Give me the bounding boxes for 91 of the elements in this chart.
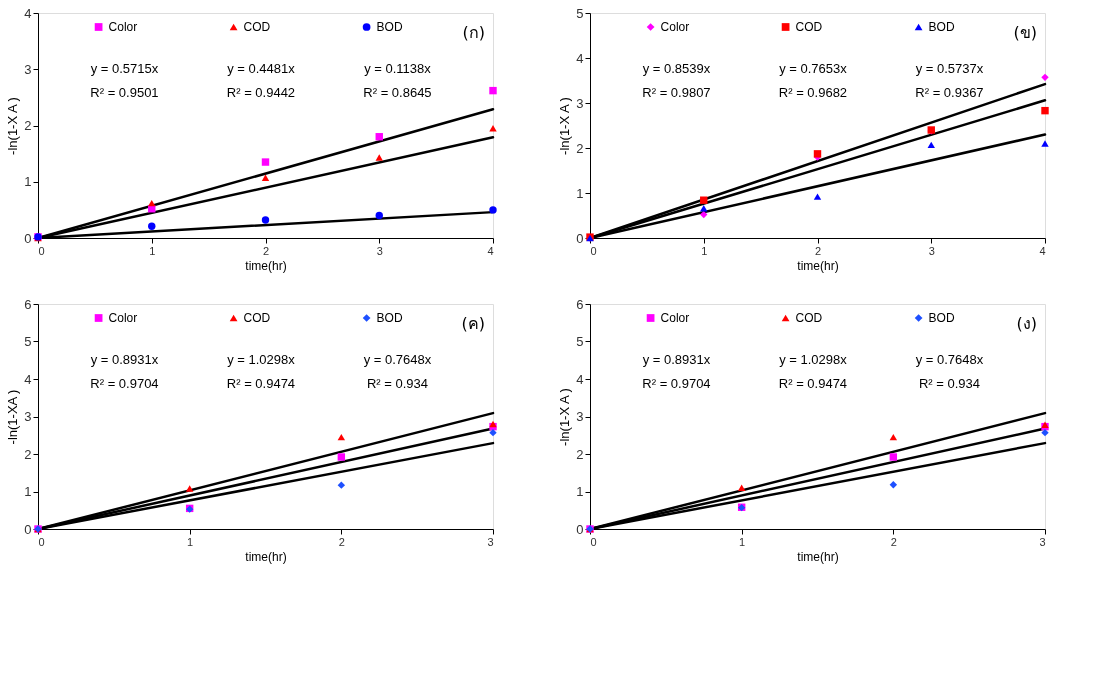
annotation: y = 0.7648x [363, 352, 432, 368]
y-tick-label: 3 [24, 409, 32, 424]
x-axis-title: time(hr) [797, 258, 839, 273]
y-tick-label: 5 [576, 5, 584, 21]
annotation: R² = 0.9474 [778, 376, 848, 392]
legend-label: COD [795, 311, 823, 325]
x-tick-label: 2 [890, 535, 897, 548]
annotation: y = 1.0298x [227, 352, 296, 368]
y-axis-title: -ln(1-X A ) [5, 97, 21, 155]
y-axis-title: -ln(1-XA ) [5, 389, 21, 445]
y-axis-title: -ln(1-X A ) [557, 388, 573, 446]
x-tick-label: 2 [262, 244, 270, 257]
y-tick-label: 4 [576, 371, 584, 387]
x-tick-label: 1 [149, 244, 156, 257]
annotation: R² = 0.9367 [915, 85, 984, 101]
x-tick-label: 4 [1039, 244, 1046, 257]
legend-label: Color [108, 20, 138, 34]
x-tick-label: 2 [814, 244, 822, 257]
y-tick-label: 0 [24, 230, 32, 246]
legend-label: Color [108, 311, 138, 325]
annotation: y = 0.7653x [779, 61, 848, 77]
x-tick-label: 0 [38, 535, 45, 548]
y-tick-label: 4 [576, 50, 584, 66]
x-tick-label: 0 [38, 244, 45, 257]
legend-label: BOD [928, 311, 955, 325]
legend-label: BOD [928, 20, 955, 34]
x-tick-label: 1 [739, 535, 746, 548]
y-axis-title: -ln(1-X A ) [557, 97, 573, 155]
y-tick-label: 2 [24, 118, 32, 133]
annotation: R² = 0.9501 [90, 85, 159, 101]
legend-label: Color [660, 311, 690, 325]
legend-label: COD [243, 20, 271, 34]
text: (ง) [1016, 314, 1037, 333]
annotation: R² = 0.934 [918, 376, 980, 392]
x-tick-label: 4 [487, 244, 494, 257]
y-tick-label: 6 [24, 296, 32, 312]
y-tick-label: 2 [24, 446, 32, 462]
y-tick-label: 4 [24, 5, 32, 21]
annotation: R² = 0.9682 [778, 85, 848, 101]
y-tick-label: 5 [576, 334, 584, 349]
y-tick-label: 1 [24, 484, 32, 499]
y-tick-label: 0 [24, 521, 32, 537]
x-tick-label: 3 [1039, 535, 1046, 548]
x-axis-title: time(hr) [245, 549, 287, 564]
text: (ก) [462, 23, 485, 42]
annotation: R² = 0.9442 [226, 85, 296, 101]
annotation: R² = 0.9704 [90, 376, 159, 392]
annotation: R² = 0.934 [366, 376, 428, 392]
annotation: y = 0.1138x [364, 61, 432, 77]
x-tick-label: 3 [376, 244, 383, 257]
x-tick-label: 3 [487, 535, 494, 548]
legend-label: BOD [376, 20, 403, 34]
annotation: y = 0.8539x [642, 61, 711, 77]
annotation: R² = 0.8645 [363, 85, 432, 101]
y-tick-label: 0 [576, 230, 584, 246]
annotation: R² = 0.9474 [226, 376, 296, 392]
annotation: y = 0.8931x [90, 352, 159, 368]
text: (ข) [1013, 23, 1037, 42]
annotation: y = 0.5737x [915, 61, 984, 77]
y-tick-label: 6 [576, 296, 584, 312]
y-tick-label: 1 [576, 185, 584, 201]
annotation: R² = 0.9704 [642, 376, 711, 392]
text: (ค) [461, 314, 485, 333]
x-tick-label: 3 [928, 244, 935, 257]
y-tick-label: 2 [576, 140, 584, 156]
y-tick-label: 3 [576, 95, 584, 111]
annotation: y = 1.0298x [779, 352, 848, 368]
y-tick-label: 2 [576, 446, 584, 462]
y-tick-label: 0 [576, 521, 584, 537]
x-axis-title: time(hr) [245, 258, 287, 273]
annotation: y = 0.4481x [227, 61, 296, 77]
annotation: R² = 0.9807 [642, 85, 711, 101]
x-tick-label: 1 [187, 535, 194, 548]
y-tick-label: 5 [24, 334, 32, 349]
x-tick-label: 1 [701, 244, 708, 257]
legend-label: COD [795, 20, 823, 34]
annotation: y = 0.7648x [915, 352, 984, 368]
x-tick-label: 0 [590, 244, 597, 257]
y-tick-label: 3 [576, 409, 584, 424]
legend-label: Color [660, 20, 690, 34]
annotation: y = 0.8931x [642, 352, 711, 368]
x-axis-title: time(hr) [797, 549, 839, 564]
y-tick-label: 3 [24, 61, 32, 77]
x-tick-label: 2 [338, 535, 345, 548]
y-tick-label: 1 [24, 174, 32, 190]
annotation: y = 0.5715x [90, 61, 159, 77]
x-tick-label: 0 [590, 535, 597, 548]
legend-label: COD [243, 311, 271, 325]
y-tick-label: 1 [576, 484, 584, 499]
y-tick-label: 4 [24, 371, 32, 387]
legend-label: BOD [376, 311, 403, 325]
